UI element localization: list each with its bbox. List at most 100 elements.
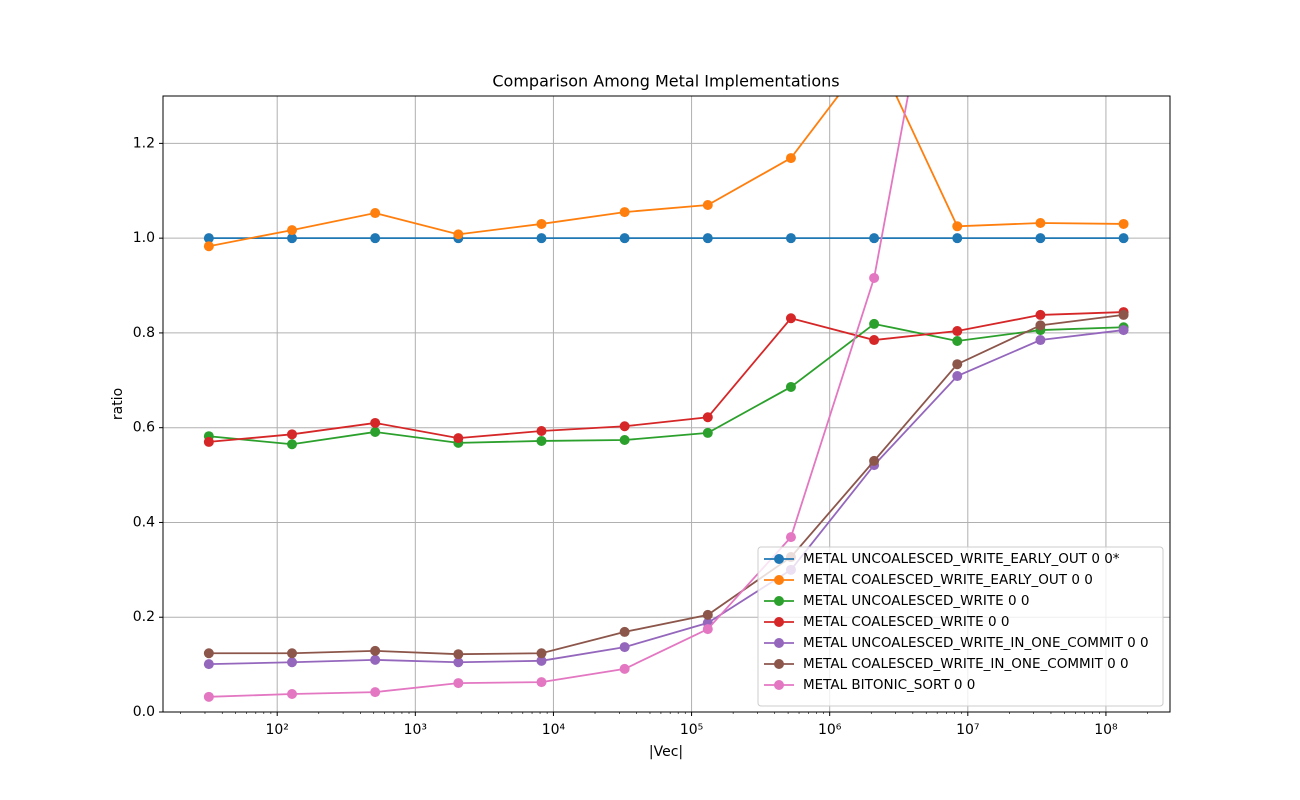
legend-marker <box>774 638 784 648</box>
data-point <box>702 427 713 438</box>
data-point <box>536 426 547 437</box>
x-tick-label: 10² <box>265 722 288 738</box>
data-point <box>536 218 547 229</box>
legend-box <box>757 546 1164 707</box>
data-point <box>869 455 880 466</box>
legend-label: METAL COALESCED_WRITE_EARLY_OUT 0 0 <box>803 572 1093 588</box>
legend-label: METAL COALESCED_WRITE_IN_ONE_COMMIT 0 0 <box>803 656 1129 672</box>
legend-label: METAL UNCOALESCED_WRITE 0 0 <box>803 593 1029 609</box>
data-point <box>1035 233 1046 244</box>
legend-marker <box>774 617 784 627</box>
data-point <box>869 318 880 329</box>
data-point <box>1035 309 1046 320</box>
legend-marker <box>774 575 784 585</box>
data-point <box>1118 325 1129 336</box>
data-point <box>203 233 214 244</box>
x-tick-label: 10⁴ <box>542 722 566 738</box>
data-point <box>453 657 464 668</box>
data-point <box>702 412 713 423</box>
data-point <box>370 645 381 656</box>
series-line <box>208 311 1124 443</box>
data-point <box>370 417 381 428</box>
series-line <box>208 314 1124 656</box>
legend-marker <box>774 659 784 669</box>
data-point <box>869 233 880 244</box>
data-point <box>203 241 214 252</box>
data-point <box>785 153 796 164</box>
x-tick-label: 10⁷ <box>956 722 979 738</box>
legend: METAL UNCOALESCED_WRITE_EARLY_OUT 0 0* ME… <box>757 546 1164 707</box>
data-point <box>203 691 214 702</box>
data-point <box>619 207 630 218</box>
data-point <box>453 433 464 444</box>
data-point <box>536 648 547 659</box>
data-point <box>785 532 796 543</box>
data-point <box>287 657 298 668</box>
data-point <box>536 677 547 688</box>
y-tick-label: 0.8 <box>133 325 155 341</box>
data-point <box>952 335 963 346</box>
data-point <box>203 436 214 447</box>
data-point <box>370 233 381 244</box>
data-point <box>619 435 630 446</box>
data-point <box>1035 335 1046 346</box>
y-tick-label: 1.0 <box>133 230 155 246</box>
data-point <box>287 429 298 440</box>
y-tick-label: 0.6 <box>133 420 155 436</box>
plot-area <box>203 96 1129 702</box>
data-point <box>1118 218 1129 229</box>
data-point <box>203 648 214 659</box>
data-point <box>619 626 630 637</box>
legend-marker <box>774 554 784 564</box>
data-point <box>453 649 464 660</box>
legend-label: METAL BITONIC_SORT 0 0 <box>803 677 975 693</box>
data-point <box>785 233 796 244</box>
data-point <box>619 421 630 432</box>
data-point <box>536 655 547 666</box>
data-point <box>785 381 796 392</box>
data-point <box>619 663 630 674</box>
data-point <box>952 371 963 382</box>
data-point <box>1118 233 1129 244</box>
series-line <box>208 96 1124 248</box>
y-tick-label: 1.2 <box>133 135 155 151</box>
data-point <box>370 687 381 698</box>
data-point <box>702 624 713 635</box>
data-point <box>1118 309 1129 320</box>
series-line <box>208 322 1124 446</box>
data-point <box>370 208 381 219</box>
data-point <box>619 233 630 244</box>
data-point <box>536 435 547 446</box>
data-point <box>952 233 963 244</box>
x-tick-label: 10⁶ <box>818 722 842 738</box>
legend-marker <box>774 680 784 690</box>
x-tick-label: 10³ <box>404 722 427 738</box>
y-tick-label: 0.4 <box>133 514 155 530</box>
legend-label: METAL COALESCED_WRITE 0 0 <box>803 614 1009 630</box>
y-tick-label: 0.0 <box>133 704 155 720</box>
data-point <box>702 609 713 620</box>
data-point <box>619 642 630 653</box>
data-point <box>869 335 880 346</box>
x-tick-label: 10⁸ <box>1094 722 1118 738</box>
data-point <box>1035 217 1046 228</box>
data-point <box>287 233 298 244</box>
y-axis-label: ratio <box>110 388 126 420</box>
data-point <box>453 229 464 240</box>
legend-marker <box>774 596 784 606</box>
data-point <box>785 313 796 324</box>
data-point <box>1035 320 1046 331</box>
data-point <box>952 359 963 370</box>
data-point <box>702 199 713 210</box>
data-point <box>869 272 880 283</box>
data-point <box>702 233 713 244</box>
y-tick-label: 0.2 <box>133 609 155 625</box>
legend-label: METAL UNCOALESCED_WRITE_IN_ONE_COMMIT 0 … <box>803 635 1149 651</box>
legend-label: METAL UNCOALESCED_WRITE_EARLY_OUT 0 0* <box>803 551 1120 567</box>
x-axis-label: |Vec| <box>649 744 683 760</box>
data-point <box>203 659 214 670</box>
data-point <box>536 233 547 244</box>
data-point <box>287 439 298 450</box>
data-point <box>370 426 381 437</box>
